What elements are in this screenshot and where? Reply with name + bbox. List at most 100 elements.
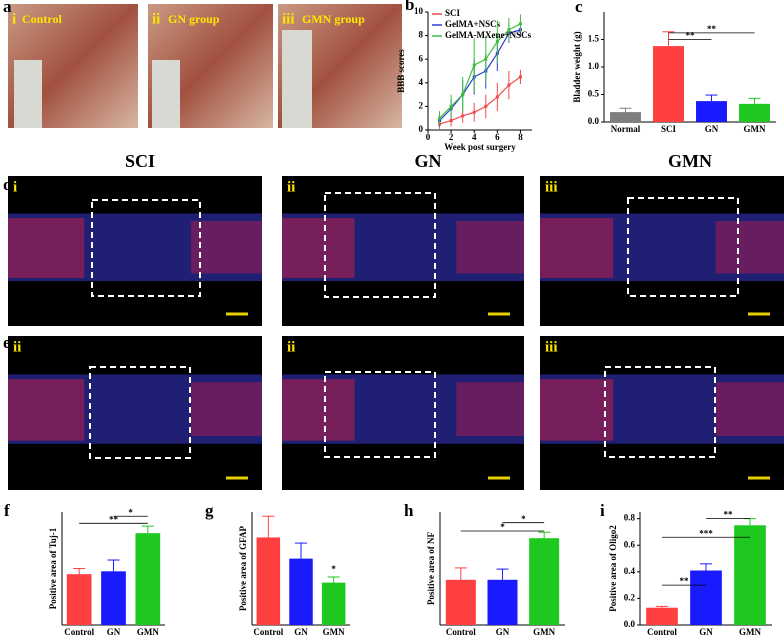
legend-label: GelMA-MXene+NSCs xyxy=(445,30,532,40)
tissue-red xyxy=(190,382,262,437)
panel-letter: a xyxy=(3,0,12,16)
roi-box xyxy=(324,371,436,458)
y-tick-label: 0.4 xyxy=(624,566,636,576)
panel-letter: b xyxy=(405,0,414,14)
bar xyxy=(529,538,560,625)
numeral: ii xyxy=(13,339,21,355)
x-tick-label: GMN xyxy=(744,124,766,134)
panel-letter: f xyxy=(4,501,10,520)
y-tick-label: 1.0 xyxy=(588,61,600,71)
x-tick-label: Control xyxy=(647,627,677,637)
bar xyxy=(646,607,678,625)
tissue-red xyxy=(540,218,614,278)
chart: h Positive area of NF Control GN GMN * * xyxy=(404,501,565,637)
heading: SCI xyxy=(125,151,155,171)
marker xyxy=(518,75,522,79)
numeral: i xyxy=(13,179,17,195)
y-tick-label: 0.5 xyxy=(588,89,600,99)
significance-label: *** xyxy=(699,528,713,538)
y-tick-label: 0.0 xyxy=(624,619,636,629)
tissue-red xyxy=(282,218,355,278)
x-tick-label: GN xyxy=(496,627,510,637)
panel-letter: e xyxy=(3,333,11,352)
x-tick-label: 2 xyxy=(449,132,454,142)
panel-letter: h xyxy=(404,501,414,520)
tissue-red xyxy=(190,221,262,274)
y-axis-label: BBB scores xyxy=(396,49,406,93)
bar xyxy=(256,537,281,625)
panel-a: a i Control ii GN group iii GMN group xyxy=(3,0,402,128)
numeral: ii xyxy=(152,11,160,27)
marker xyxy=(484,57,488,61)
chart: g Positive area of GFAP Control GN GMN * xyxy=(205,501,350,637)
x-tick-label: 0 xyxy=(426,132,431,142)
x-tick-label: GN xyxy=(107,627,121,637)
marker xyxy=(449,119,453,123)
significance-label: * xyxy=(521,514,526,524)
marker xyxy=(484,104,488,108)
ruler xyxy=(152,60,180,128)
legend-label: GelMA+NSCs xyxy=(445,19,501,29)
tissue-red xyxy=(8,218,85,278)
x-tick-label: 8 xyxy=(518,132,523,142)
x-tick-label: GN xyxy=(699,627,713,637)
line xyxy=(439,23,521,119)
marker xyxy=(507,28,511,32)
numeral: ii xyxy=(287,339,295,355)
roi-box xyxy=(604,366,716,458)
marker xyxy=(495,95,499,99)
numeral: ii xyxy=(287,179,295,195)
significance-label: * xyxy=(500,522,505,532)
bar xyxy=(690,570,722,625)
bar xyxy=(135,533,161,625)
y-tick-label: 2 xyxy=(419,100,424,110)
numeral: iii xyxy=(545,339,558,355)
bar xyxy=(445,579,476,625)
x-tick-label: 6 xyxy=(495,132,500,142)
legend-label: SCI xyxy=(445,8,461,18)
roi-box xyxy=(627,197,739,297)
marker xyxy=(472,63,476,67)
tissue-red xyxy=(282,379,355,441)
y-tick-label: 10 xyxy=(414,6,424,16)
significance-label: ** xyxy=(109,514,119,524)
x-axis-label: Week post surgery xyxy=(444,142,516,152)
tissue-red xyxy=(540,379,614,441)
heading: GMN xyxy=(668,151,712,171)
bar xyxy=(610,112,641,122)
y-tick-label: 0 xyxy=(419,124,424,134)
significance-label: ** xyxy=(680,576,690,586)
x-tick-label: Control xyxy=(64,627,94,637)
bar xyxy=(321,582,346,625)
x-tick-label: GMN xyxy=(533,627,555,637)
significance-label: * xyxy=(128,507,133,517)
chart: c Bladder weight (g) 0.0 0.5 1.0 1.5 Normal SCI… xyxy=(572,0,776,134)
panel-letter: i xyxy=(600,501,605,520)
significance-label: ** xyxy=(707,24,717,34)
y-tick-label: 8 xyxy=(419,30,424,40)
x-tick-label: 4 xyxy=(472,132,477,142)
marker xyxy=(507,83,511,87)
ruler xyxy=(14,60,42,128)
roi-box xyxy=(324,192,436,298)
y-axis-label: Positive area of Tuj-1 xyxy=(48,527,58,609)
y-tick-label: 0.6 xyxy=(624,539,636,549)
y-tick-label: 1.5 xyxy=(588,34,600,44)
y-tick-label: 0.0 xyxy=(588,116,600,126)
bar xyxy=(66,574,92,625)
marker xyxy=(472,110,476,114)
bar xyxy=(734,525,766,625)
marker xyxy=(461,93,465,97)
bar xyxy=(101,571,126,625)
x-tick-label: Control xyxy=(253,627,283,637)
line xyxy=(439,29,521,121)
x-tick-label: Normal xyxy=(611,124,641,134)
bar xyxy=(653,46,684,122)
marker xyxy=(495,40,499,43)
tissue-red xyxy=(456,221,524,274)
ruler xyxy=(282,30,312,128)
